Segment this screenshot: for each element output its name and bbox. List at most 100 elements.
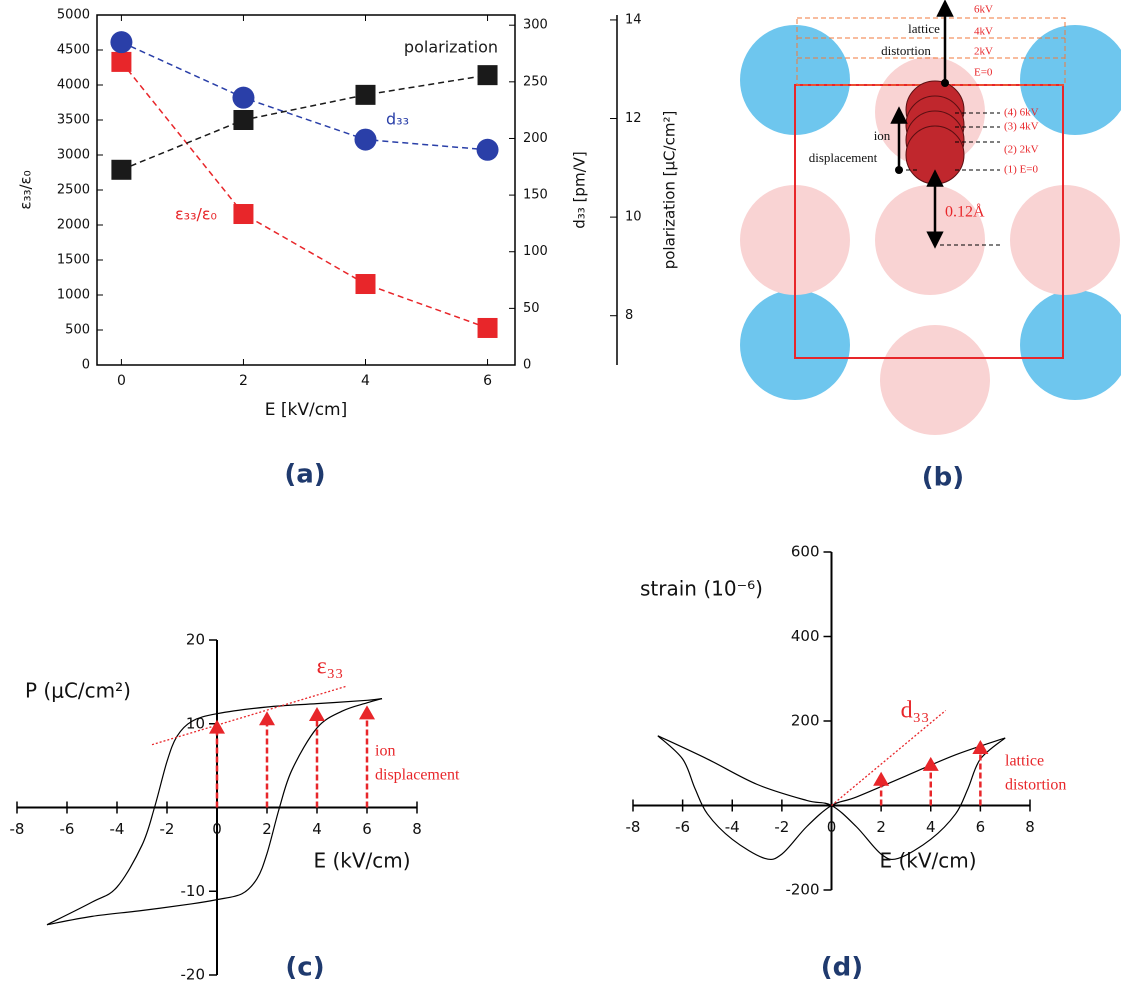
x-tick-label: 2: [262, 820, 272, 838]
y-tick-label: 3500: [57, 113, 90, 128]
x-tick-label: 4: [926, 818, 936, 836]
arrow-dot: [895, 166, 903, 174]
series-line: [121, 41, 488, 151]
x-tick-label: -6: [675, 818, 690, 836]
marker: [111, 51, 132, 72]
x-axis-title: E (kV/cm): [313, 849, 410, 873]
x-axis-title: E [kV/cm]: [265, 400, 348, 420]
arrow-head: [922, 756, 939, 771]
x-tick-label: 0: [212, 820, 222, 838]
arrow-head: [972, 740, 989, 755]
marker: [111, 159, 132, 180]
y-tick-label: 0: [82, 358, 90, 373]
x-tick-label: -2: [774, 818, 789, 836]
arrow-head: [259, 711, 275, 726]
tangent-line: [831, 709, 947, 806]
series-label: d₃₃: [386, 110, 409, 129]
arrow-head: [309, 707, 325, 721]
marker: [476, 138, 499, 161]
annotation: displacement: [375, 767, 460, 784]
y-tick-label: -20: [181, 966, 206, 984]
panel-label: (a): [284, 460, 325, 490]
face-ion: [1010, 185, 1120, 295]
x-tick-label: -4: [725, 818, 740, 836]
curve: [46, 698, 383, 926]
corner-ion: [740, 25, 850, 135]
y-tick-label: 20: [186, 631, 205, 649]
marker: [355, 84, 376, 105]
panel-label: (d): [821, 953, 863, 983]
series-label: polarization: [404, 38, 498, 57]
field-level: 4kV: [974, 26, 993, 38]
x-tick-label: -2: [160, 820, 175, 838]
y2-tick-label: 150: [523, 188, 548, 203]
y3-tick-label: 14: [625, 12, 642, 27]
x-tick-label: 0: [827, 818, 837, 836]
tangent-line: [151, 685, 348, 746]
ion-level: (4) 6kV: [1004, 107, 1039, 119]
corner-ion: [1020, 25, 1121, 135]
field-level: 2kV: [974, 46, 993, 58]
y-tick-label: 5000: [57, 8, 90, 23]
tangent-label: d₃₃: [901, 698, 930, 724]
y-tick-label: 200: [791, 712, 820, 730]
y-tick-label: -10: [181, 882, 206, 900]
y-tick-label: 4500: [57, 43, 90, 58]
y-tick-label: 10: [186, 714, 205, 732]
y2-tick-label: 0: [523, 358, 531, 373]
y3-tick-label: 8: [625, 308, 633, 323]
arrow: [259, 711, 275, 808]
field-level: 6kV: [974, 4, 993, 16]
corner-ion: [1020, 290, 1121, 400]
lattice-label: distortion: [881, 43, 931, 58]
y-tick-label: 2000: [57, 218, 90, 233]
shift-label: 0.12Å: [945, 203, 985, 221]
ion-level: (1) E=0: [1004, 164, 1038, 176]
ion-level: (3) 4kV: [1004, 121, 1039, 133]
arrow-dot: [941, 79, 949, 87]
y-tick-label: 1500: [57, 253, 90, 268]
y-axis-title: strain (10⁻⁶): [640, 577, 763, 601]
marker: [232, 86, 255, 109]
marker: [110, 31, 133, 54]
x-tick-label: 4: [312, 820, 322, 838]
tangent-label: ε₃₃: [317, 654, 344, 680]
x-tick-label: -4: [110, 820, 125, 838]
annotation: distortion: [1005, 777, 1066, 794]
center-ion: [905, 125, 965, 185]
arrow: [209, 719, 225, 808]
arrow: [922, 756, 939, 806]
x-tick-label: 2: [239, 373, 248, 389]
x-tick-label: 0: [117, 373, 126, 389]
x-tick-label: -8: [10, 820, 25, 838]
plot-frame: [96, 14, 516, 366]
y2-tick-label: 100: [523, 244, 548, 259]
y2-tick-label: 250: [523, 74, 548, 89]
ion-label: displacement: [809, 150, 878, 165]
y2-tick-label: 50: [523, 301, 540, 316]
y-axis-title: ε₃₃/ε₀: [17, 170, 35, 209]
y-tick-label: -200: [785, 881, 819, 899]
face-ion: [875, 185, 985, 295]
x-tick-label: 6: [976, 818, 986, 836]
x-tick-label: -8: [626, 818, 641, 836]
x-tick-label: 2: [876, 818, 886, 836]
arrow: [873, 771, 890, 806]
x-tick-label: 8: [412, 820, 422, 838]
y3-axis-title: polarization [μC/cm²]: [661, 111, 679, 270]
annotation: lattice: [1005, 753, 1044, 770]
y-tick-label: 600: [791, 543, 820, 561]
lattice-diagram: lattice distortion 6kV 4kV 2kV E=0 ion d…: [740, 0, 1121, 493]
x-tick-label: 6: [483, 373, 492, 389]
marker: [477, 317, 498, 338]
marker: [477, 65, 498, 86]
curve: [46, 698, 383, 926]
y-tick-label: 2500: [57, 183, 90, 198]
x-tick-label: 8: [1025, 818, 1035, 836]
arrow: [972, 740, 989, 806]
y3-tick-label: 12: [625, 111, 642, 126]
y2-tick-label: 300: [523, 18, 548, 33]
marker: [233, 204, 254, 225]
y-tick-label: 1000: [57, 288, 90, 303]
